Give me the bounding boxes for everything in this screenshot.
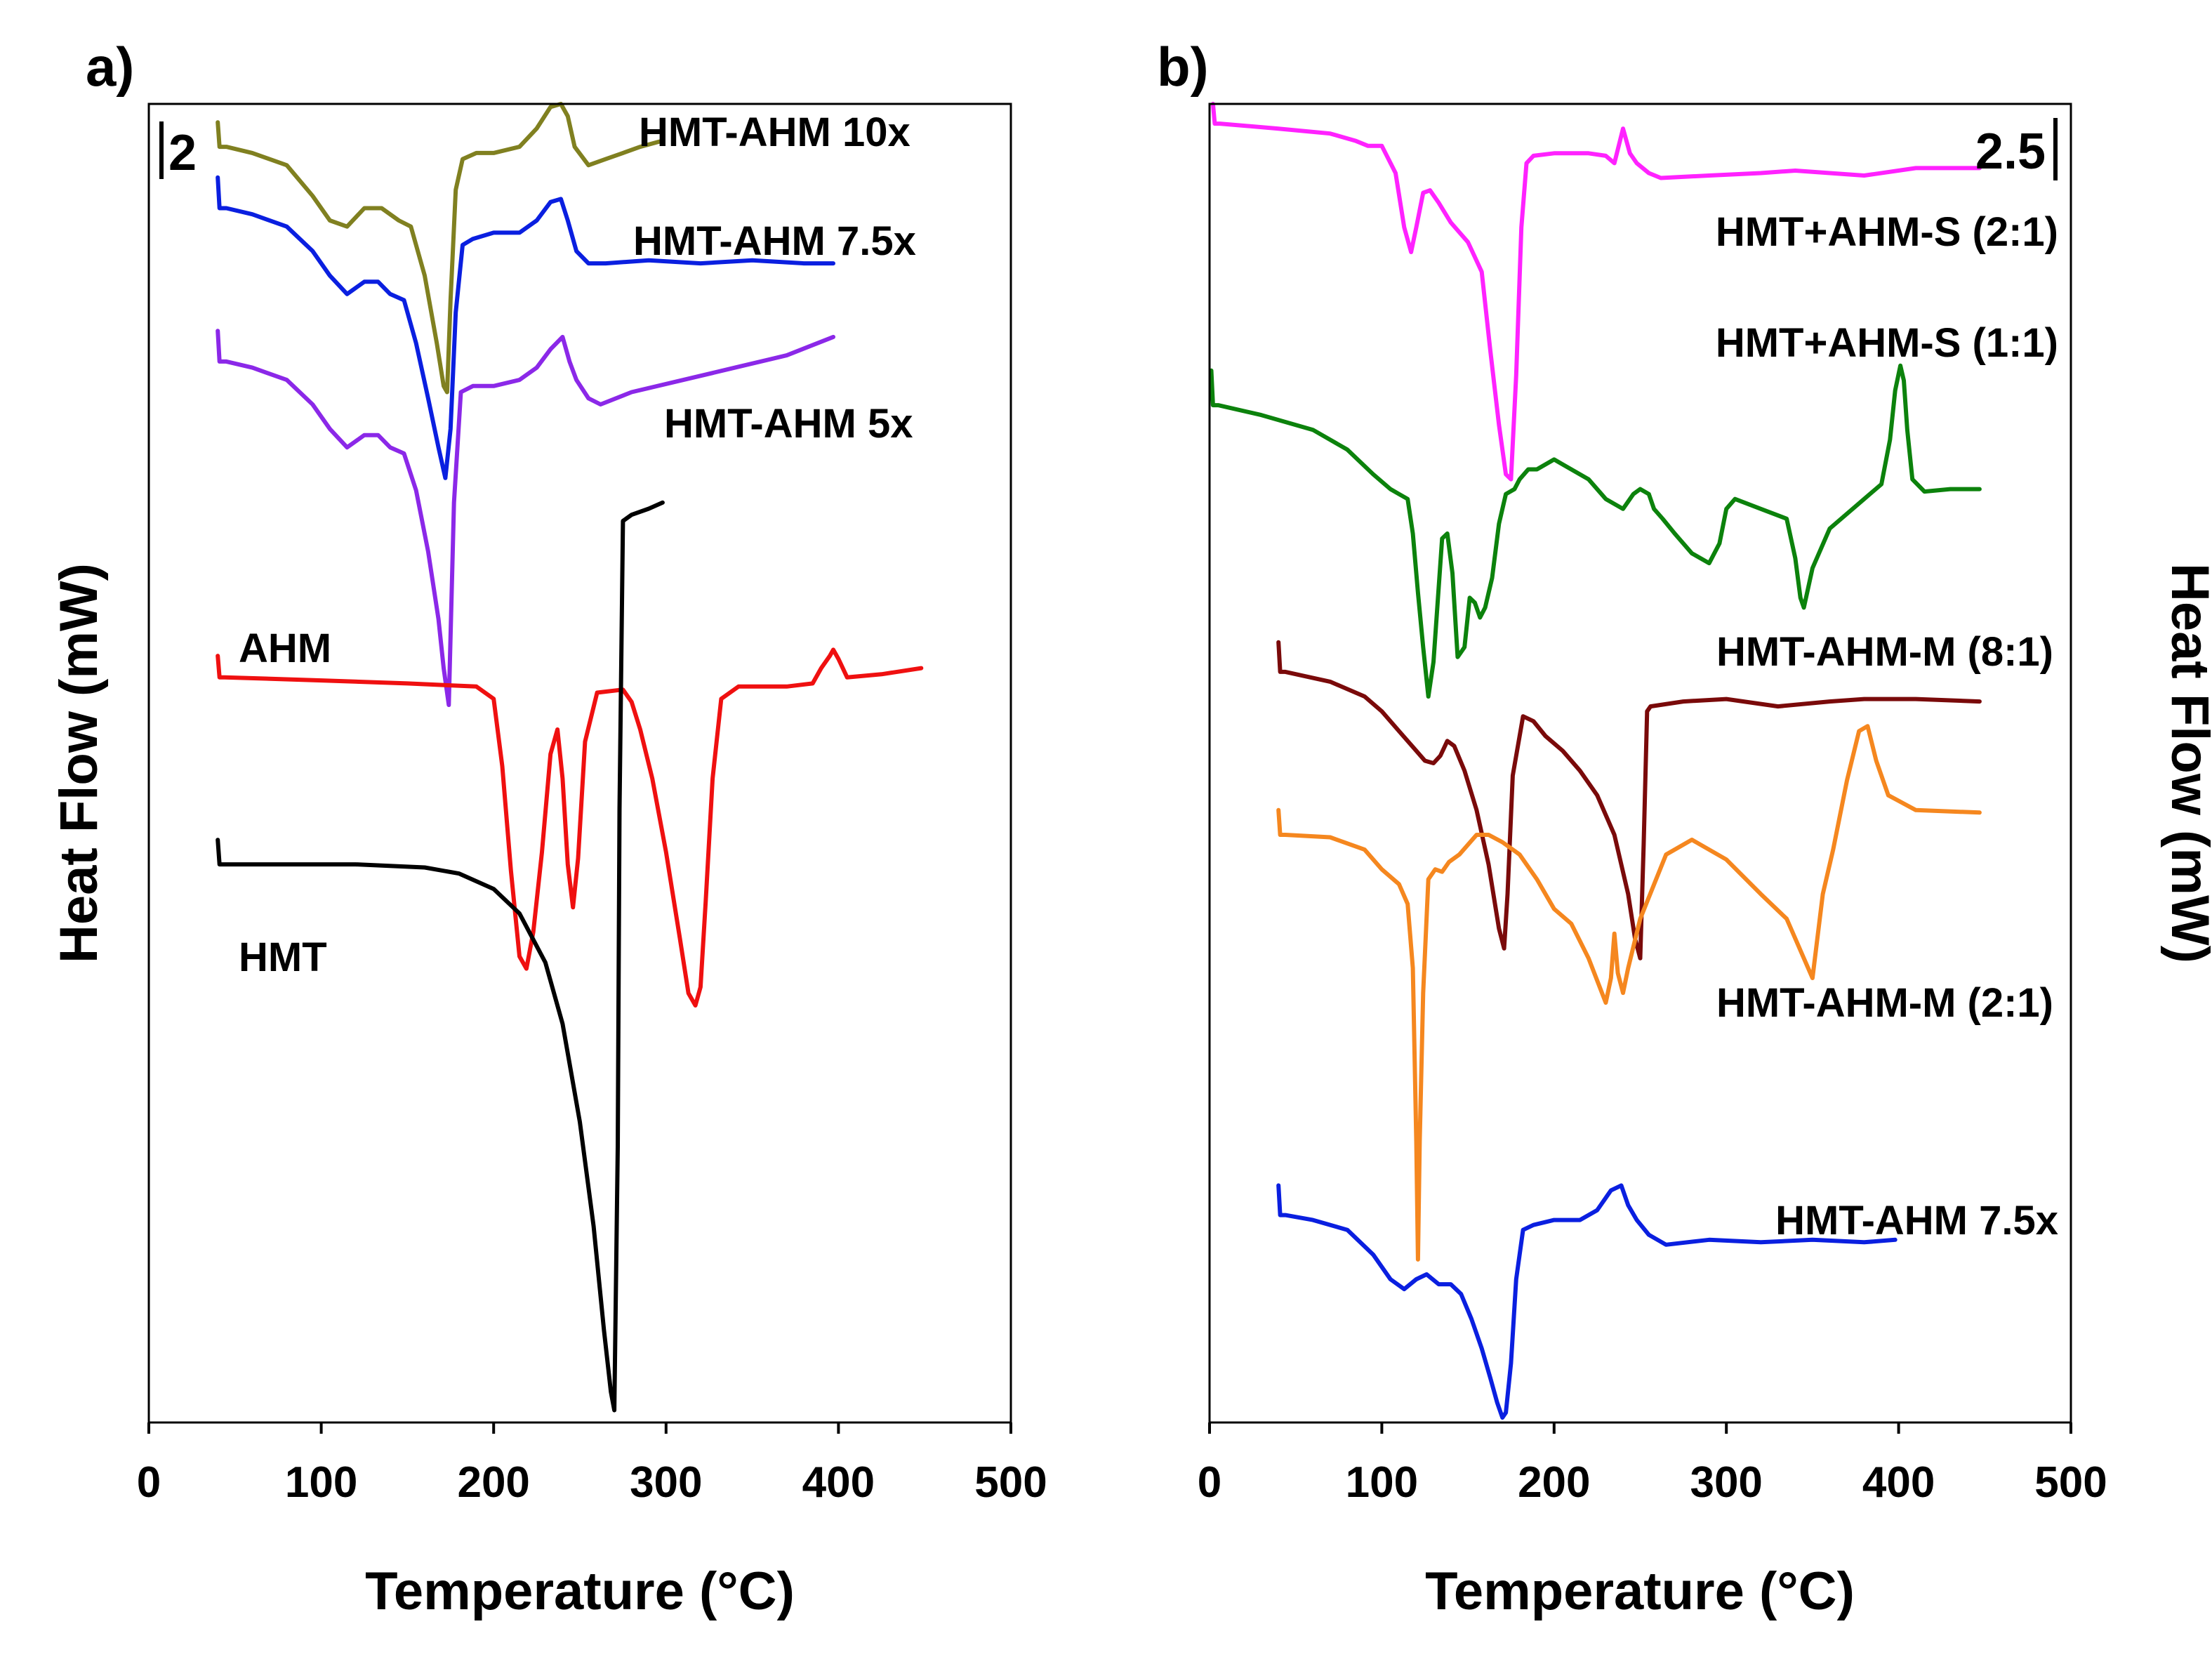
- panel-b-x-axis-title: Temperature (°C): [1425, 1562, 1855, 1621]
- label-hmt-ahm-s-2-1: HMT+AHM-S (2:1): [1716, 209, 2058, 255]
- label-hmt-ahm-m-8-1: HMT-AHM-M (8:1): [1716, 629, 2053, 675]
- x-tick-label-b-300: 300: [1690, 1458, 1762, 1507]
- panel-b-plot-frame: [1208, 103, 2072, 1424]
- panel-a-letter: a): [86, 36, 134, 98]
- label-hmt: HMT: [239, 935, 327, 980]
- curve-b-hmt-ahm-m-2-1: [1276, 724, 1982, 1262]
- x-tick-label-a-200: 200: [457, 1458, 529, 1507]
- x-tick-label-a-100: 100: [285, 1458, 357, 1507]
- panel-b: b) 0 100 200 300 400 500 2.5 HMT+AHM-S (2:1) …: [1157, 36, 2212, 1621]
- x-tick-label-b-100: 100: [1346, 1458, 1418, 1507]
- label-ahm: AHM: [239, 626, 331, 671]
- panel-a-x-ticks: 0 100 200 300 400 500: [137, 1422, 1047, 1507]
- label-hmt-ahm-m-2-1: HMT-AHM-M (2:1): [1716, 980, 2053, 1026]
- panel-a-scale-label: 2: [168, 125, 197, 181]
- curve-a-hmt-ahm-7-5x: [216, 175, 835, 480]
- panel-b-y-axis-title: Heat Flow (mW): [2160, 563, 2212, 963]
- curve-b-hmt-ahm-s-2-1: [1210, 102, 1982, 482]
- x-tick-label-b-200: 200: [1518, 1458, 1590, 1507]
- panel-a-curves: [216, 102, 924, 1413]
- x-tick-label-b-400: 400: [1862, 1458, 1935, 1507]
- x-tick-label-a-0: 0: [137, 1458, 161, 1507]
- curve-a-hmt-ahm-10x: [216, 102, 665, 395]
- curve-a-hmt: [216, 500, 665, 1413]
- label-hmt-ahm-7-5x-b: HMT-AHM 7.5x: [1775, 1198, 2058, 1243]
- curve-a-hmt-ahm-5x: [216, 329, 835, 707]
- x-tick-label-a-300: 300: [630, 1458, 702, 1507]
- curve-b-hmt-ahm-7-5x: [1276, 1183, 1898, 1420]
- panel-a-x-axis-title: Temperature (°C): [365, 1562, 795, 1621]
- x-tick-label-b-500: 500: [2034, 1458, 2107, 1507]
- panel-b-x-ticks: 0 100 200 300 400 500: [1198, 1422, 2107, 1507]
- panel-b-curves: [1209, 102, 1982, 1420]
- panel-a-y-axis-title: Heat Flow (mW): [49, 563, 109, 963]
- curve-b-hmt-ahm-m-8-1: [1276, 640, 1982, 960]
- panel-a-plot-frame: [147, 103, 1012, 1424]
- curve-b-hmt-ahm-s-1-1: [1209, 363, 1982, 699]
- panel-a: a) 0 100 200 300 400 500 2 HMT-AHM 10x HMT-AH…: [49, 36, 1047, 1621]
- label-hmt-ahm-10x: HMT-AHM 10x: [639, 110, 910, 155]
- x-tick-label-a-500: 500: [974, 1458, 1047, 1507]
- panel-b-scale-label: 2.5: [1975, 124, 2046, 180]
- x-tick-label-a-400: 400: [802, 1458, 875, 1507]
- label-hmt-ahm-s-1-1: HMT+AHM-S (1:1): [1716, 320, 2058, 366]
- panel-b-letter: b): [1157, 36, 1209, 98]
- label-hmt-ahm-5x: HMT-AHM 5x: [664, 401, 913, 447]
- x-tick-label-b-0: 0: [1198, 1458, 1221, 1507]
- label-hmt-ahm-7-5x: HMT-AHM 7.5x: [633, 218, 916, 264]
